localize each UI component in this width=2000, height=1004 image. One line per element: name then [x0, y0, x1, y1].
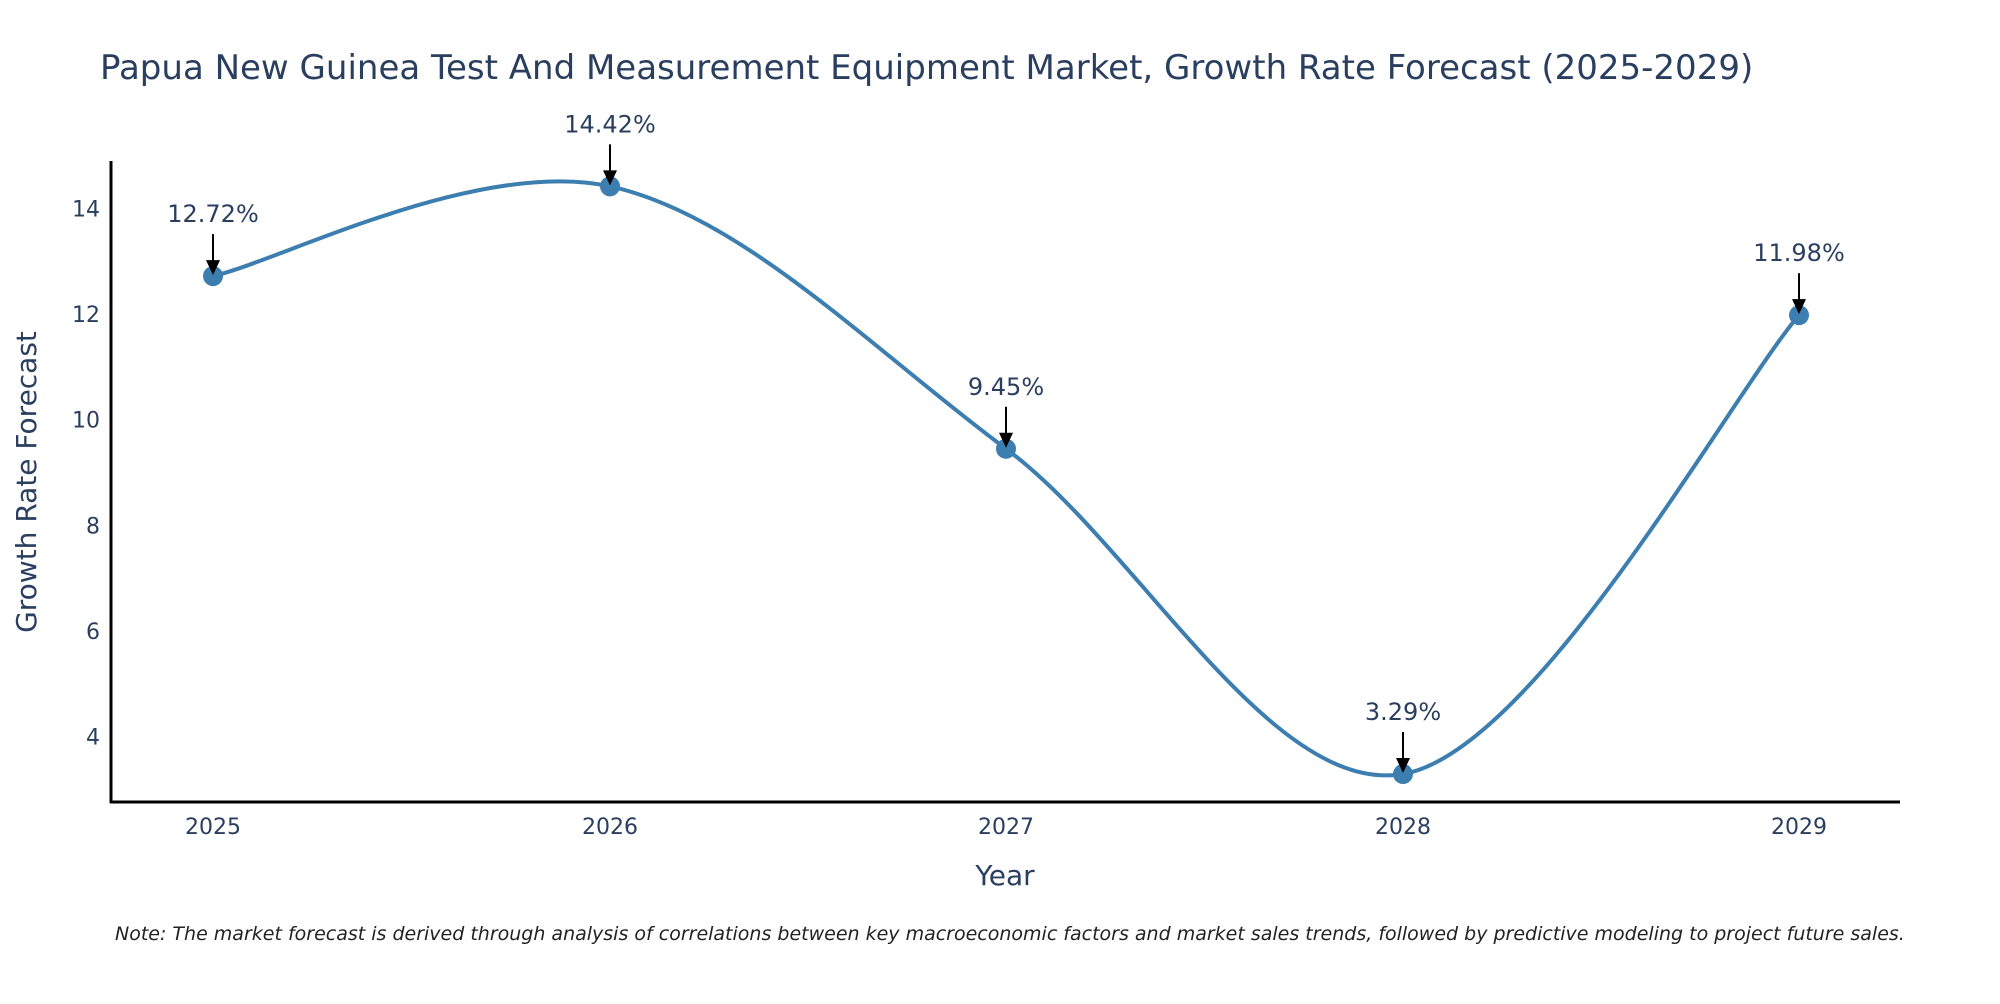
x-tick-label: 2028	[1375, 815, 1431, 840]
series-line	[211, 179, 1801, 778]
x-axis-ticks: 2025 2026 2027 2028 2029	[185, 815, 1827, 840]
y-tick-label: 14	[72, 198, 100, 223]
y-tick-label: 12	[72, 303, 100, 328]
y-tick-label: 4	[86, 726, 100, 751]
annotation-arrow-head	[603, 170, 617, 186]
data-label: 9.45%	[968, 373, 1044, 401]
chart-title: Papua New Guinea Test And Measurement Eq…	[100, 48, 1753, 88]
data-label: 3.29%	[1365, 698, 1441, 726]
data-point[interactable]	[1393, 764, 1413, 785]
y-axis-title: Growth Rate Forecast	[10, 331, 43, 633]
data-point[interactable]	[203, 266, 223, 287]
data-point[interactable]	[600, 176, 620, 197]
data-label: 12.72%	[167, 200, 259, 228]
annotation-arrow-head	[206, 260, 220, 276]
y-tick-label: 8	[86, 514, 100, 539]
annotation-arrow-head	[999, 432, 1013, 448]
x-axis-title: Year	[974, 859, 1035, 892]
data-annotations: 12.72% 14.42% 9.45% 3.29% 11.98%	[167, 110, 1845, 774]
annotation-arrow-head	[1396, 758, 1410, 774]
data-point[interactable]	[1789, 305, 1809, 326]
data-label: 11.98%	[1753, 239, 1845, 267]
data-label: 14.42%	[564, 110, 656, 138]
x-tick-label: 2025	[185, 815, 241, 840]
y-tick-label: 6	[86, 620, 100, 645]
x-tick-label: 2029	[1771, 815, 1827, 840]
data-series	[203, 176, 1809, 785]
y-axis-ticks: 4 6 8 10 12 14	[72, 198, 100, 751]
x-tick-label: 2027	[978, 815, 1034, 840]
annotation-arrow-head	[1792, 299, 1806, 315]
x-tick-label: 2026	[582, 815, 638, 840]
y-tick-label: 10	[72, 409, 100, 434]
chart-note: Note: The market forecast is derived thr…	[115, 923, 1905, 945]
data-point[interactable]	[996, 438, 1016, 459]
axes	[109, 161, 1900, 804]
